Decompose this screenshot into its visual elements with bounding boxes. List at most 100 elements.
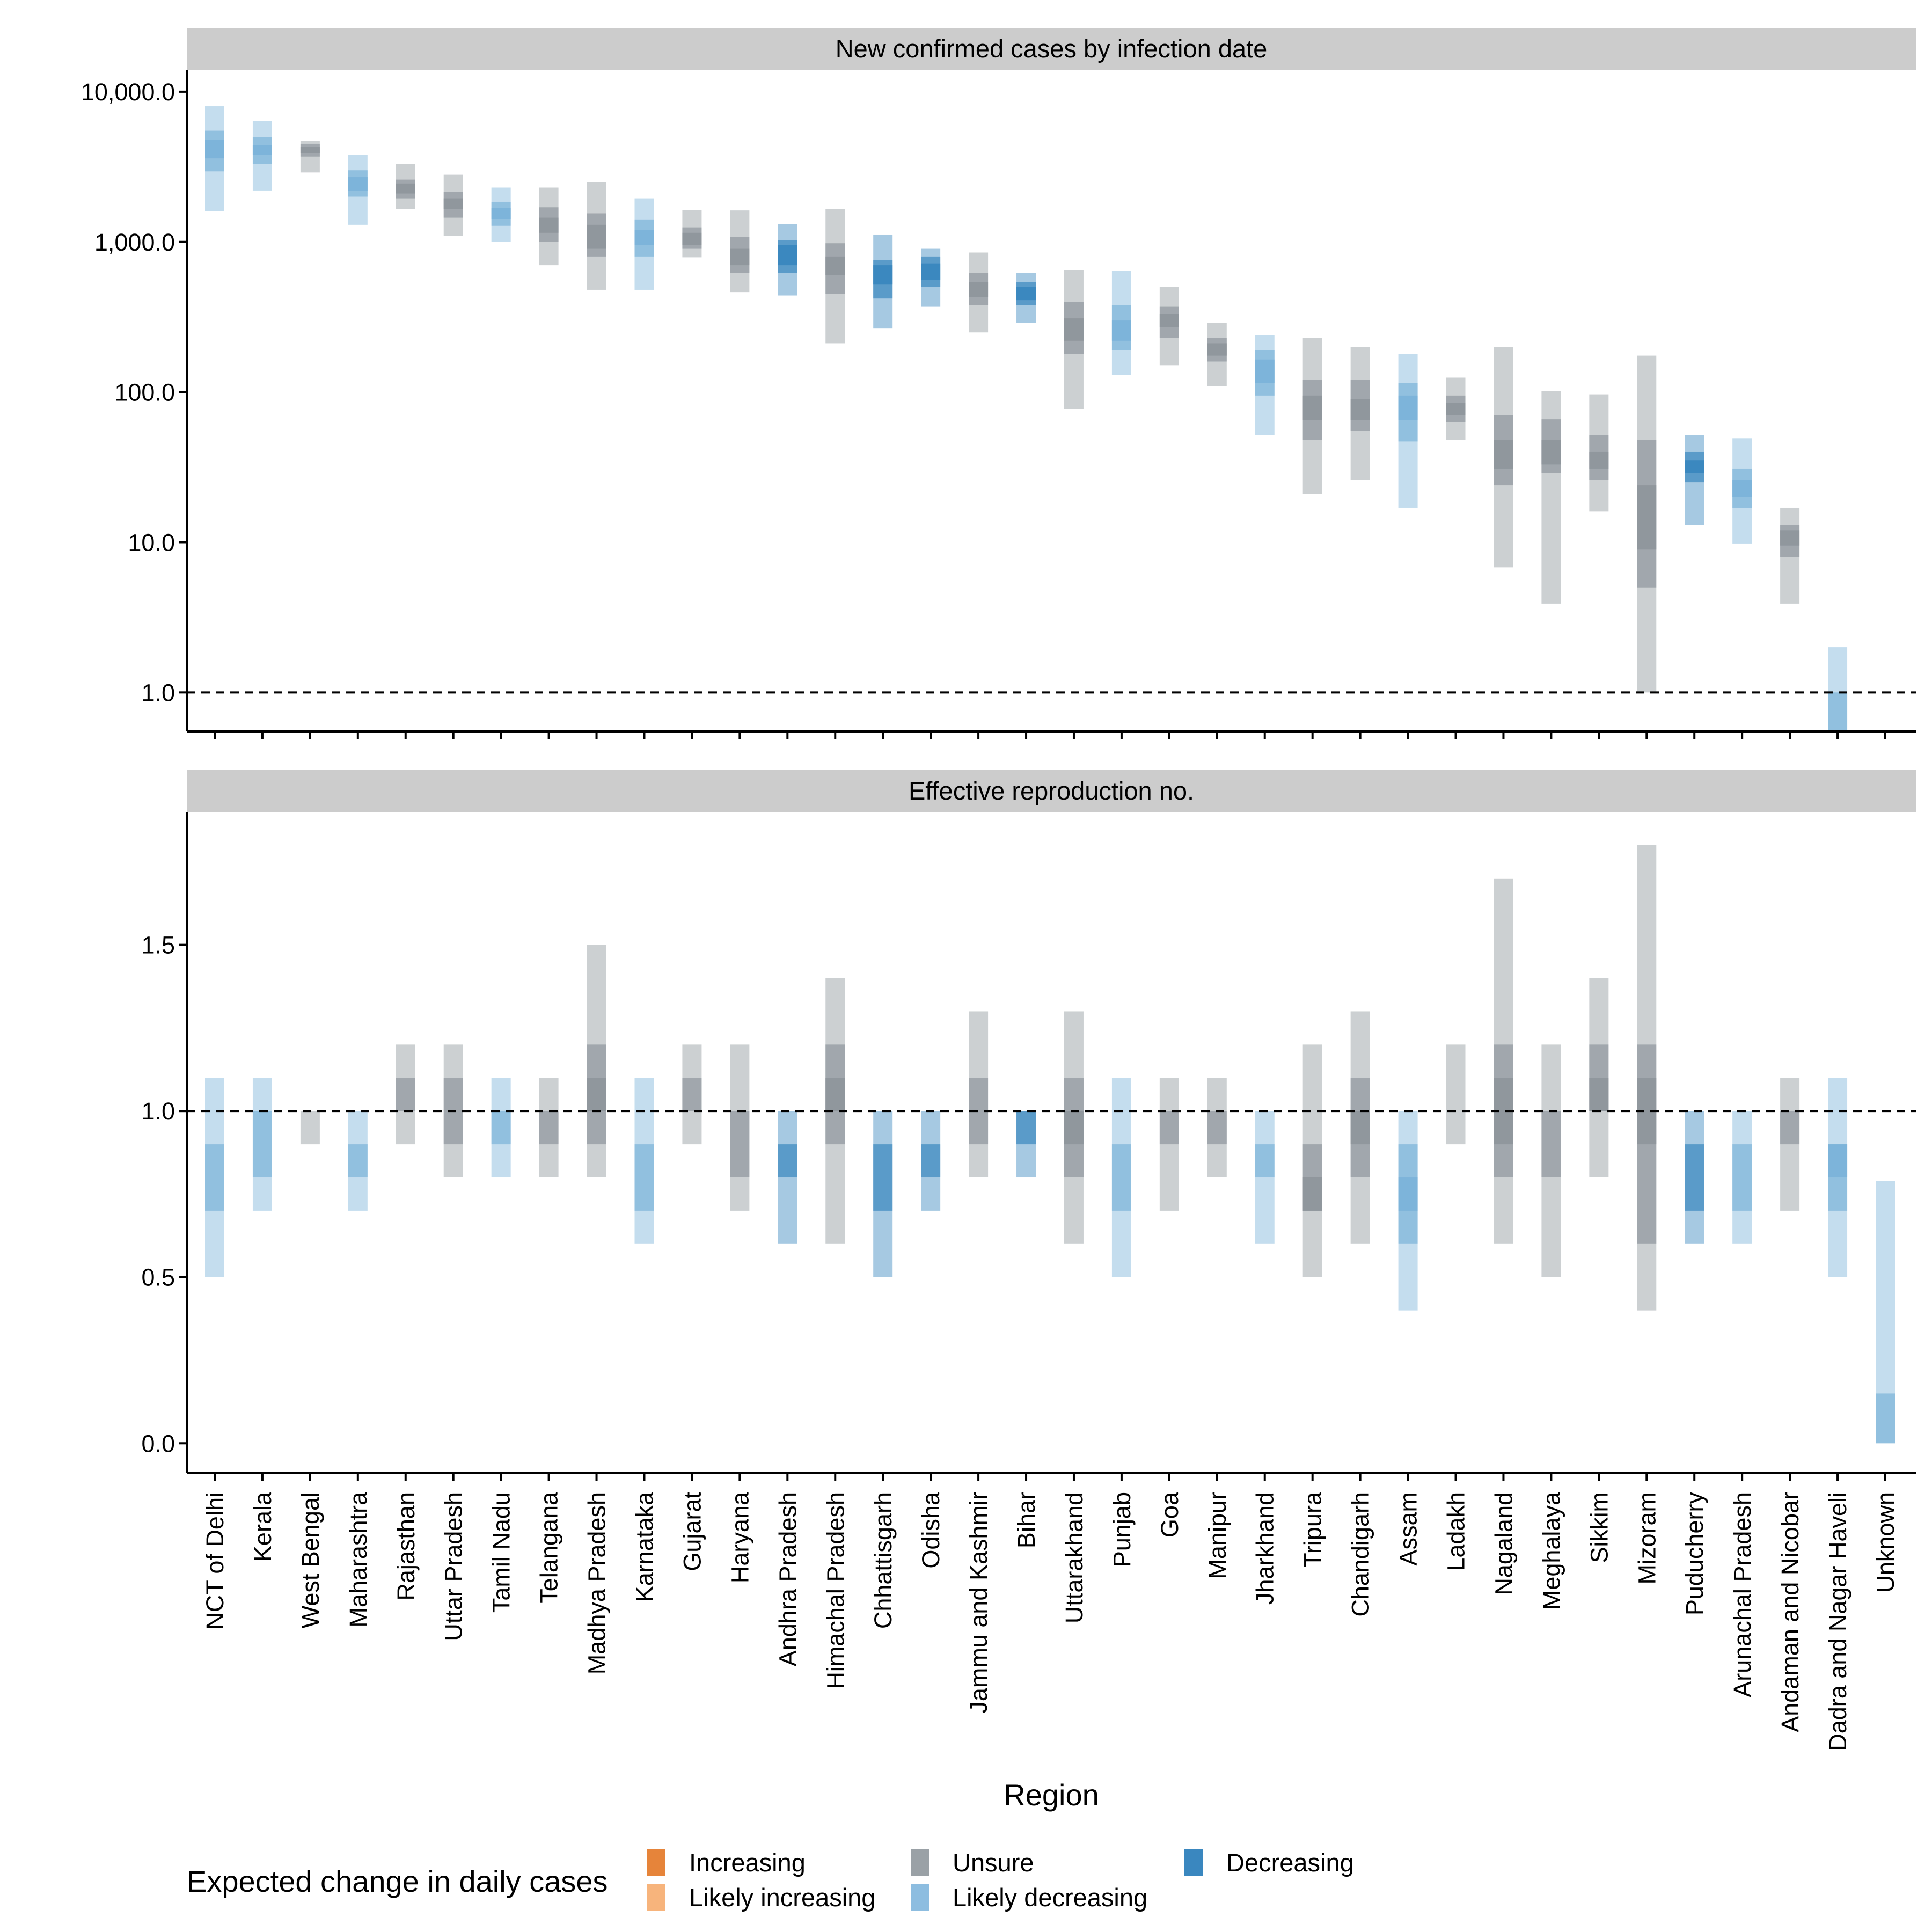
x-tick-label: Mizoram: [1633, 1492, 1660, 1585]
x-tick-label: Sikkim: [1585, 1492, 1613, 1563]
interval-bar-meghalaya-2: [1541, 1111, 1561, 1178]
x-tick-label: Bihar: [1013, 1492, 1040, 1548]
x-tick-label: Uttarakhand: [1060, 1492, 1088, 1623]
interval-bar-uttarakhand-3: [1064, 1111, 1084, 1145]
interval-bar-bihar-2: [1016, 1111, 1036, 1145]
interval-bar-odisha-2: [921, 1144, 941, 1178]
interval-bar-ladakh-1: [1446, 1044, 1466, 1145]
x-tick-label: Meghalaya: [1538, 1491, 1565, 1610]
interval-bar-haryana-2: [730, 1111, 750, 1178]
x-tick-label: Haryana: [726, 1491, 753, 1583]
x-tick-label: Nagaland: [1490, 1492, 1517, 1596]
x-tick-label: Karnataka: [631, 1491, 658, 1602]
x-tick-label: Arunachal Pradesh: [1729, 1492, 1756, 1697]
interval-bar-maharashtra-2: [348, 1144, 368, 1178]
y-tick-label: 1,000.0: [94, 229, 175, 256]
x-tick-label: Andaman and Nicobar: [1776, 1492, 1804, 1732]
x-tick-label: Rajasthan: [392, 1492, 420, 1601]
x-tick-label: Andhra Pradesh: [774, 1492, 801, 1666]
x-tick-label: Unknown: [1872, 1492, 1899, 1593]
interval-bar-karnataka-2: [634, 1144, 654, 1211]
interval-bar-manipur-2: [1207, 1111, 1227, 1145]
rt-panel-strip: [187, 770, 1916, 812]
interval-bar-chhattisgarh-2: [873, 1144, 893, 1211]
interval-bar-puducherry-2: [1685, 1144, 1704, 1211]
interval-bar-jharkhand-3: [1255, 359, 1275, 383]
y-tick-label: 1.5: [141, 932, 175, 959]
x-tick-label: Telangana: [536, 1491, 563, 1604]
interval-bar-kerala-3: [252, 145, 272, 155]
rt-y-ticks: 0.0 0.5 1.0 1.5: [141, 932, 187, 1457]
cases-y-ticks: 1.0 10.0 100.0 1,000.0 10,000.0: [81, 78, 187, 706]
rt-bars: [205, 845, 1895, 1444]
interval-bar-tripura-3: [1302, 1177, 1322, 1211]
interval-bar-uttar-pradesh-3: [443, 198, 463, 209]
legend-label-increasing: Increasing: [689, 1848, 806, 1877]
cases-bars: [205, 106, 1848, 731]
interval-bar-ladakh-3: [1446, 402, 1466, 415]
x-tick-label: Tripura: [1299, 1491, 1327, 1568]
interval-bar-jharkhand-1: [1255, 1111, 1275, 1244]
interval-bar-dadra-and-nagar-haveli-3: [1828, 1144, 1848, 1178]
x-tick-label: Gujarat: [678, 1492, 706, 1571]
rt-panel-title: Effective reproduction no.: [909, 777, 1194, 805]
interval-bar-uttarakhand-3: [1064, 318, 1084, 341]
x-tick-label: Chandigarh: [1347, 1492, 1374, 1617]
x-category-labels: NCT of Delhi Kerala West Bengal Maharashtra…: [201, 1491, 1899, 1751]
interval-bar-haryana-3: [730, 248, 750, 266]
interval-bar-rajasthan-2: [396, 1078, 415, 1111]
interval-bar-chandigarh-3: [1350, 399, 1370, 420]
interval-bar-west-bengal-3: [300, 147, 320, 153]
interval-bar-madhya-pradesh-3: [587, 224, 606, 249]
x-tick-label: Maharashtra: [345, 1491, 372, 1628]
interval-bar-chandigarh-3: [1350, 1111, 1370, 1145]
interval-bar-mizoram-3: [1637, 485, 1657, 550]
cases-x-ticks: [214, 731, 1886, 739]
y-tick-label: 0.5: [141, 1264, 175, 1291]
y-tick-label: 10.0: [128, 529, 175, 556]
x-axis-title: Region: [1004, 1778, 1099, 1812]
interval-bar-dadra-and-nagar-haveli-2: [1828, 692, 1848, 731]
y-tick-label: 10,000.0: [81, 78, 175, 106]
legend-items: Increasing Likely increasing Unsure Likely …: [647, 1848, 1354, 1912]
interval-bar-andhra-pradesh-2: [778, 1144, 797, 1178]
x-tick-label: West Bengal: [297, 1492, 324, 1628]
interval-bar-madhya-pradesh-3: [587, 1078, 606, 1111]
interval-bar-andhra-pradesh-1: [778, 1111, 797, 1244]
legend-label-likely-decreasing: Likely decreasing: [953, 1883, 1147, 1912]
legend: Expected change in daily cases Increasin…: [187, 1848, 1354, 1912]
x-tick-label: Goa: [1156, 1491, 1183, 1538]
rt-panel: Effective reproduction no. 0.0 0.5 1.0 1.5: [141, 770, 1916, 1481]
legend-key-likely-decreasing: [911, 1884, 929, 1911]
interval-bar-puducherry-3: [1685, 460, 1704, 473]
interval-bar-tamil-nadu-2: [491, 1111, 511, 1145]
interval-bar-arunachal-pradesh-2: [1732, 1144, 1752, 1211]
interval-bar-jammu-and-kashmir-3: [969, 282, 989, 297]
x-tick-label: Chhattisgarh: [869, 1492, 897, 1629]
x-tick-label: Jammu and Kashmir: [965, 1492, 992, 1714]
x-tick-label: Puducherry: [1681, 1492, 1708, 1616]
interval-bar-tripura-3: [1302, 395, 1322, 420]
interval-bar-meghalaya-3: [1541, 440, 1561, 465]
interval-bar-andaman-and-nicobar-3: [1780, 530, 1800, 546]
interval-bar-assam-3: [1398, 395, 1418, 420]
legend-title: Expected change in daily cases: [187, 1864, 608, 1898]
interval-bar-west-bengal-1: [300, 1111, 320, 1145]
interval-bar-goa-2: [1159, 1111, 1179, 1145]
interval-bar-himachal-pradesh-3: [825, 1078, 845, 1111]
x-tick-label: Himachal Pradesh: [822, 1492, 849, 1689]
legend-label-unsure: Unsure: [953, 1848, 1034, 1877]
x-tick-label: Jharkhand: [1252, 1492, 1279, 1605]
interval-bar-punjab-3: [1111, 320, 1131, 341]
x-tick-label: Madhya Pradesh: [583, 1492, 611, 1674]
interval-bar-maharashtra-3: [348, 177, 368, 191]
cases-panel: New confirmed cases by infection date 1.…: [81, 28, 1916, 739]
legend-key-decreasing: [1184, 1849, 1203, 1876]
x-tick-label: Punjab: [1108, 1492, 1136, 1567]
interval-bar-odisha-3: [921, 263, 941, 280]
interval-bar-nagaland-3: [1494, 440, 1513, 469]
interval-bar-gujarat-3: [682, 232, 702, 245]
legend-key-increasing: [647, 1849, 665, 1876]
x-tick-label: Manipur: [1204, 1492, 1231, 1579]
